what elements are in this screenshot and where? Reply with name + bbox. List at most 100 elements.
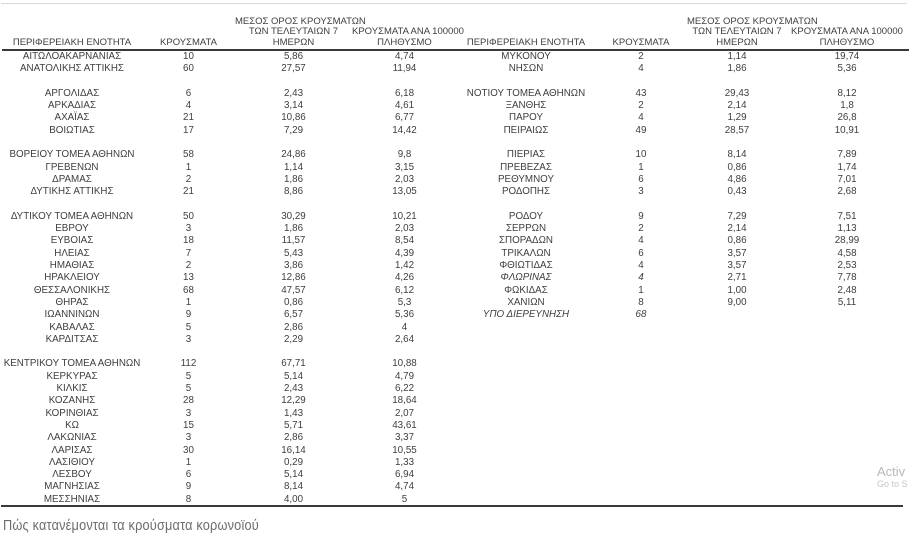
region-cell: ΚΑΒΑΛΑΣ — [49, 321, 95, 333]
column-header-per100k-line2: ΠΛΗΘΥΣΜΟ — [377, 36, 432, 48]
avg7-cell: 8,14 — [727, 149, 747, 161]
region-cell: ΜΑΓΝΗΣΙΑΣ — [44, 481, 100, 493]
cases-cell: 2 — [638, 223, 644, 235]
table-row: ΞΑΝΘΗΣ 2 2,14 1,8 — [457, 100, 909, 112]
table-spacer-row — [2, 76, 457, 88]
column-header-avg7-line3: ΗΜΕΡΩΝ — [716, 36, 758, 48]
avg7-cell: 9,00 — [727, 296, 747, 308]
avg7-cell: 2,43 — [283, 87, 304, 99]
region-cell: ΦΘΙΩΤΙΔΑΣ — [499, 260, 553, 272]
avg7-cell: 2,29 — [283, 333, 304, 345]
table-row: ΕΒΡΟΥ 3 1,86 2,03 — [2, 223, 457, 235]
region-cell: ΗΜΑΘΙΑΣ — [49, 260, 95, 272]
cases-cell: 68 — [183, 284, 194, 296]
column-header-avg7: ΜΕΣΟΣ ΟΡΟΣ ΚΡΟΥΣΜΑΤΩΝ ΤΩΝ ΤΕΛΕΥΤΑΙΩΝ 7 Η… — [687, 16, 818, 49]
avg7-cell: 5,14 — [283, 370, 304, 382]
table-row: ΠΕΙΡΑΙΩΣ 49 28,57 10,91 — [457, 125, 909, 137]
per100k-cell: 6,94 — [394, 469, 415, 481]
table-row: ΠΡΕΒΕΖΑΣ 1 0,86 1,74 — [457, 162, 909, 174]
column-header-cases: ΚΡΟΥΣΜΑΤΑ — [142, 36, 235, 49]
per100k-cell: 4,74 — [394, 481, 415, 493]
per100k-cell: 5,36 — [837, 63, 857, 75]
table-row: ΧΑΝΙΩΝ 8 9,00 5,11 — [457, 297, 909, 309]
table-row: ΦΛΩΡΙΝΑΣ 4 2,71 7,78 — [457, 272, 909, 284]
avg7-cell: 0,29 — [283, 456, 304, 468]
table-left-body: ΑΙΤΩΛΟΑΚΑΡΝΑΝΙΑΣ 10 5,86 4,74 ΑΝΑΤΟΛΙΚΗΣ ΑΤΤ… — [2, 51, 457, 506]
cases-cell: 15 — [183, 419, 194, 431]
per100k-cell: 1,74 — [837, 161, 857, 173]
table-row: ΜΕΣΣΗΝΙΑΣ 8 4,00 5 — [2, 494, 457, 506]
region-cell: ΜΥΚΟΝΟΥ — [501, 51, 551, 62]
column-header-per100k-line2: ΠΛΗΘΥΣΜΟ — [819, 36, 875, 48]
table-row: ΔΡΑΜΑΣ 2 1,86 2,03 — [2, 174, 457, 186]
per100k-cell: 5,3 — [397, 296, 412, 308]
table-row: ΚΟΖΑΝΗΣ 28 12,29 18,64 — [2, 395, 457, 407]
cases-cell: 7 — [185, 247, 192, 259]
column-header-per100k: ΚΡΟΥΣΜΑΤΑ ΑΝΑ 100000 ΠΛΗΘΥΣΜΟ — [787, 26, 907, 48]
per100k-cell: 10,21 — [392, 210, 417, 222]
per100k-cell: 4 — [401, 321, 408, 333]
avg7-cell: 3,86 — [283, 260, 304, 272]
table-row: ΝΟΤΙΟΥ ΤΟΜΕΑ ΑΘΗΝΩΝ 43 29,43 8,12 — [457, 88, 909, 100]
avg7-cell — [687, 309, 787, 321]
cases-cell: 3 — [185, 432, 192, 444]
per100k-cell: 5,11 — [837, 296, 857, 308]
region-cell: ΝΟΤΙΟΥ ΤΟΜΕΑ ΑΘΗΝΩΝ — [466, 87, 586, 99]
region-cell: ΡΕΘΥΜΝΟΥ — [498, 173, 554, 185]
per100k-cell: 19,74 — [834, 51, 860, 62]
cases-cell: 10 — [635, 149, 647, 161]
table-row: ΙΩΑΝΝΙΝΩΝ 9 6,57 5,36 — [2, 309, 457, 321]
column-header-avg7-line1: ΜΕΣΟΣ ΟΡΟΣ ΚΡΟΥΣΜΑΤΩΝ — [235, 15, 366, 27]
per100k-cell: 3,37 — [394, 432, 415, 444]
cases-cell: 50 — [183, 210, 194, 222]
column-header-region-label: ΠΕΡΙΦΕΡΕΙΑΚΗ ΕΝΟΤΗΤΑ — [12, 36, 132, 48]
per100k-cell: 1,33 — [394, 456, 415, 468]
region-cell: ΠΕΙΡΑΙΩΣ — [503, 124, 549, 136]
per100k-cell: 8,54 — [394, 235, 415, 247]
region-cell: ΞΑΝΘΗΣ — [505, 100, 547, 112]
table-spacer-row — [457, 199, 909, 211]
cases-cell: 4 — [638, 260, 644, 272]
table-row: ΔΥΤΙΚΟΥ ΤΟΜΕΑ ΑΘΗΝΩΝ 50 30,29 10,21 — [2, 211, 457, 223]
avg7-cell: 1,00 — [727, 284, 747, 296]
column-header-cases: ΚΡΟΥΣΜΑΤΑ — [595, 36, 687, 49]
region-cell: ΡΟΔΟΠΗΣ — [501, 186, 551, 198]
per100k-cell: 2,68 — [837, 186, 857, 198]
region-cell: ΑΙΤΩΛΟΑΚΑΡΝΑΝΙΑΣ — [22, 51, 122, 62]
region-cell: ΧΑΝΙΩΝ — [507, 296, 545, 308]
table-spacer-row — [2, 346, 457, 358]
table-spacer-row — [457, 137, 909, 149]
table-row: ΝΗΣΩΝ 4 1,86 5,36 — [457, 63, 909, 75]
table-row: ΡΟΔΟΠΗΣ 3 0,43 2,68 — [457, 186, 909, 198]
table-row: ΜΑΓΝΗΣΙΑΣ 9 8,14 4,74 — [2, 481, 457, 493]
per100k-cell: 4,39 — [394, 247, 415, 259]
per100k-cell: 4,26 — [394, 272, 415, 284]
table-row: ΑΙΤΩΛΟΑΚΑΡΝΑΝΙΑΣ 10 5,86 4,74 — [2, 51, 457, 63]
cases-cell: 6 — [638, 247, 644, 259]
cases-cell: 5 — [185, 321, 192, 333]
table-row: ΚΕΝΤΡΙΚΟΥ ΤΟΜΕΑ ΑΘΗΝΩΝ 112 67,71 10,88 — [2, 358, 457, 370]
column-header-per100k-line1: ΚΡΟΥΣΜΑΤΑ ΑΝΑ 100000 — [791, 26, 903, 37]
avg7-cell: 2,14 — [727, 100, 747, 112]
avg7-cell: 11,57 — [281, 235, 306, 247]
cases-cell: 49 — [635, 124, 647, 136]
per100k-cell: 5 — [401, 493, 408, 505]
cases-cell: 1 — [638, 161, 644, 173]
avg7-cell: 1,29 — [727, 112, 747, 124]
column-header-cases-label: ΚΡΟΥΣΜΑΤΑ — [160, 36, 217, 48]
avg7-cell: 28,57 — [724, 124, 750, 136]
avg7-cell: 0,86 — [283, 296, 304, 308]
column-header-cases-label: ΚΡΟΥΣΜΑΤΑ — [612, 36, 670, 48]
table-row: ΚΟΡΙΝΘΙΑΣ 3 1,43 2,07 — [2, 408, 457, 420]
per100k-cell: 7,89 — [837, 149, 857, 161]
cases-cell: 4 — [638, 63, 644, 75]
cases-cell: 9 — [185, 309, 192, 321]
cases-cell: 1 — [185, 161, 192, 173]
region-cell: ΚΑΡΔΙΤΣΑΣ — [45, 333, 99, 345]
table-row: ΔΥΤΙΚΗΣ ΑΤΤΙΚΗΣ 21 8,86 13,05 — [2, 186, 457, 198]
table-row: ΗΡΑΚΛΕΙΟΥ 13 12,86 4,26 — [2, 272, 457, 284]
region-cell: ΗΡΑΚΛΕΙΟΥ — [44, 272, 100, 284]
column-header-region-label: ΠΕΡΙΦΕΡΕΙΑΚΗ ΕΝΟΤΗΤΑ — [466, 36, 586, 48]
avg7-cell: 2,86 — [283, 432, 304, 444]
avg7-cell: 1,86 — [283, 223, 304, 235]
